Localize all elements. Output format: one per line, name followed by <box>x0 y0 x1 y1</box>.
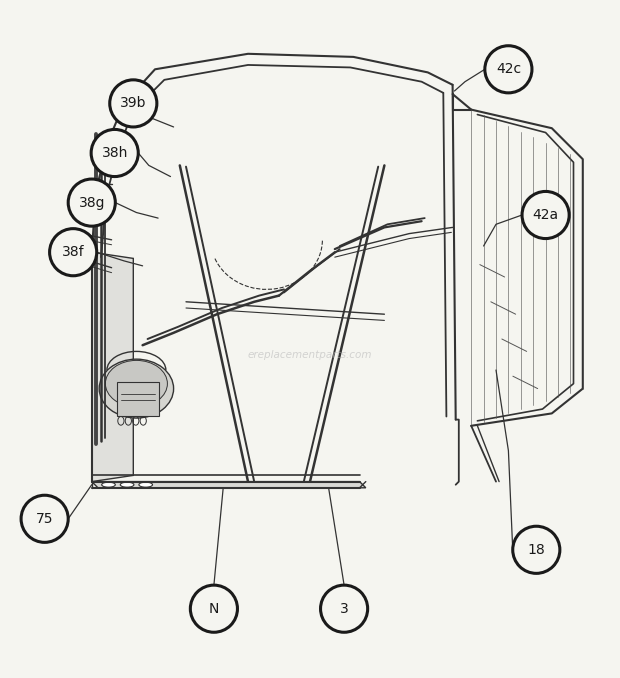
Circle shape <box>513 526 560 574</box>
Ellipse shape <box>99 359 174 418</box>
Text: 75: 75 <box>36 512 53 526</box>
Polygon shape <box>92 481 366 487</box>
Text: 39b: 39b <box>120 96 146 111</box>
Circle shape <box>522 191 569 239</box>
Circle shape <box>190 585 237 633</box>
Text: 42a: 42a <box>533 208 559 222</box>
Circle shape <box>68 179 115 226</box>
Polygon shape <box>92 252 133 481</box>
Text: 18: 18 <box>528 543 545 557</box>
Text: 3: 3 <box>340 601 348 616</box>
Text: 38f: 38f <box>62 245 84 259</box>
Circle shape <box>110 80 157 127</box>
Circle shape <box>485 45 532 93</box>
Circle shape <box>321 585 368 633</box>
Text: ereplacementparts.com: ereplacementparts.com <box>248 349 372 359</box>
Text: 38h: 38h <box>102 146 128 160</box>
Circle shape <box>21 495 68 542</box>
Circle shape <box>50 228 97 276</box>
Circle shape <box>91 129 138 176</box>
Ellipse shape <box>120 482 134 487</box>
Text: 38g: 38g <box>79 195 105 210</box>
Ellipse shape <box>105 361 167 407</box>
FancyBboxPatch shape <box>117 382 159 416</box>
Text: 42c: 42c <box>496 62 521 77</box>
Text: N: N <box>209 601 219 616</box>
Ellipse shape <box>139 482 153 487</box>
Ellipse shape <box>102 482 115 487</box>
